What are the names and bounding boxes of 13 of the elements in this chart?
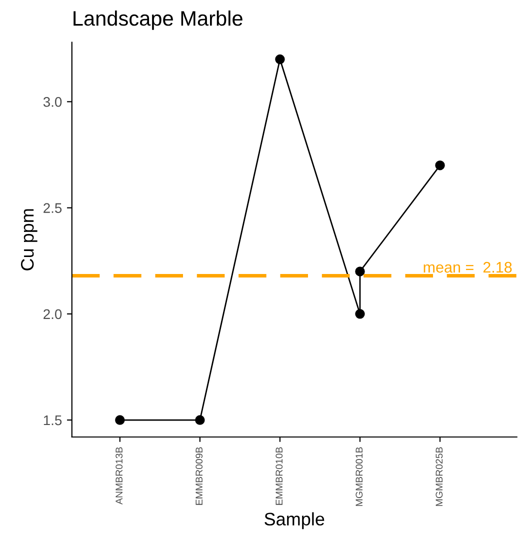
x-axis-title: Sample: [264, 512, 324, 530]
x-tick-label: EMMBR010B: [276, 447, 283, 505]
y-axis-title: Cu ppm: [20, 209, 38, 270]
x-tick-label: MGMBR001B: [356, 447, 363, 506]
x-tick-label: ANMBR013B: [116, 447, 123, 505]
y-tick-label: 3.0: [43, 97, 62, 107]
y-tick-label: 2.5: [44, 203, 62, 213]
chart-title: Landscape Marble: [74, 10, 242, 30]
y-tick-label: 1.5: [44, 416, 62, 426]
y-tick-label: 2.0: [44, 309, 62, 320]
ref-line-label: mean = 2.18: [424, 262, 512, 273]
x-tick-label: EMMBR009B: [196, 447, 203, 505]
x-tick-label: MGMBR025B: [436, 447, 443, 506]
